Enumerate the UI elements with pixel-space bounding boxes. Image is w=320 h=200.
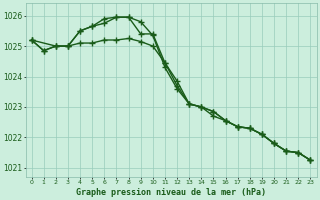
X-axis label: Graphe pression niveau de la mer (hPa): Graphe pression niveau de la mer (hPa) [76, 188, 266, 197]
